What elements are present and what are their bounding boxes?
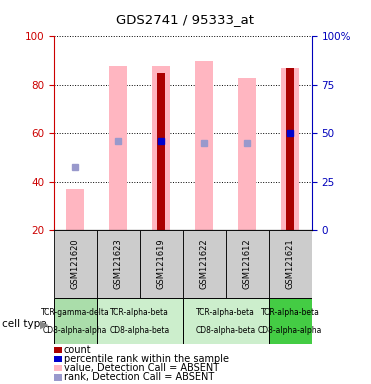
Bar	[109, 66, 127, 230]
Bar	[54, 298, 97, 344]
Text: count: count	[64, 345, 91, 355]
Bar	[281, 68, 299, 230]
Text: CD8-alpha-beta: CD8-alpha-beta	[109, 326, 170, 335]
Bar	[269, 298, 312, 344]
Text: TCR-gamma-delta: TCR-gamma-delta	[41, 308, 110, 317]
Text: percentile rank within the sample: percentile rank within the sample	[64, 354, 229, 364]
Bar	[238, 78, 256, 230]
Bar	[66, 189, 84, 230]
Bar	[226, 230, 269, 298]
Text: rank, Detection Call = ABSENT: rank, Detection Call = ABSENT	[64, 372, 214, 382]
Bar	[140, 230, 183, 298]
Bar	[286, 68, 294, 230]
Text: GSM121621: GSM121621	[286, 239, 295, 289]
Bar	[97, 298, 183, 344]
Bar	[152, 66, 170, 230]
Text: TCR-alpha-beta: TCR-alpha-beta	[196, 308, 255, 317]
Text: CD8-alpha-alpha: CD8-alpha-alpha	[43, 326, 108, 335]
Text: GSM121623: GSM121623	[114, 238, 123, 290]
Text: CD8-alpha-alpha: CD8-alpha-alpha	[258, 326, 322, 335]
Bar	[97, 230, 140, 298]
Bar	[269, 230, 312, 298]
Text: GSM121619: GSM121619	[157, 239, 166, 289]
Text: TCR-alpha-beta: TCR-alpha-beta	[110, 308, 169, 317]
Text: GSM121620: GSM121620	[71, 239, 80, 289]
Text: CD8-alpha-beta: CD8-alpha-beta	[196, 326, 256, 335]
Text: GDS2741 / 95333_at: GDS2741 / 95333_at	[116, 13, 255, 26]
Text: GSM121612: GSM121612	[243, 239, 252, 289]
Text: value, Detection Call = ABSENT: value, Detection Call = ABSENT	[64, 363, 219, 373]
Bar	[183, 298, 269, 344]
Bar	[157, 73, 165, 230]
Text: cell type: cell type	[2, 319, 46, 329]
Text: ▶: ▶	[40, 319, 48, 329]
Text: GSM121622: GSM121622	[200, 239, 209, 289]
Bar	[183, 230, 226, 298]
Bar	[54, 230, 97, 298]
Text: TCR-alpha-beta: TCR-alpha-beta	[261, 308, 319, 317]
Bar	[195, 61, 213, 230]
